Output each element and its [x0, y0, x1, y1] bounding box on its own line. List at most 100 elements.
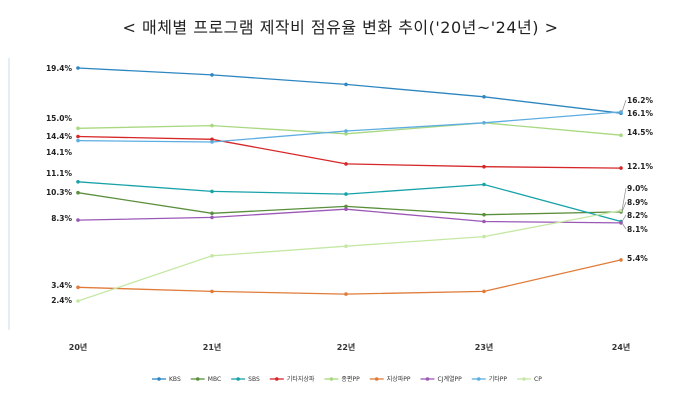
legend-entry-cj계열pp: CJ계열PP — [437, 375, 462, 383]
legend-entry-종편pp: 종편PP — [341, 375, 360, 383]
data-point — [344, 244, 348, 248]
label-leader — [621, 214, 627, 222]
end-label: 8.1% — [627, 225, 648, 234]
end-label: 5.4% — [627, 254, 648, 263]
legend-swatch-marker — [329, 377, 334, 381]
data-point — [76, 285, 80, 290]
start-label: 3.4% — [51, 281, 72, 290]
data-point — [76, 180, 80, 184]
label-leader — [621, 187, 627, 211]
data-point — [76, 66, 80, 70]
series-line-sbs — [77, 181, 622, 223]
x-tick-label: 20년 — [69, 342, 88, 352]
x-tick-label: 23년 — [475, 342, 494, 352]
start-label: 14.1% — [46, 148, 73, 157]
series-line-kbs — [77, 67, 622, 114]
end-label: 12.1% — [627, 162, 654, 171]
x-tick-label: 24년 — [612, 342, 631, 352]
series-line-cp — [77, 209, 622, 302]
series-line-cj계열pp — [77, 208, 622, 224]
start-label: 15.0% — [46, 114, 73, 123]
label-leader — [621, 222, 627, 230]
series-line-지상파pp — [77, 259, 622, 295]
end-label: 16.2% — [627, 96, 654, 105]
data-point — [482, 289, 486, 294]
data-point — [76, 218, 80, 222]
label-leader — [621, 201, 627, 213]
start-label: 8.3% — [51, 214, 72, 223]
end-label: 14.5% — [627, 128, 654, 137]
start-label: 2.4% — [51, 296, 72, 305]
x-tick-label: 22년 — [337, 342, 356, 352]
start-label: 19.4% — [46, 64, 73, 73]
data-labels: 19.4% 10.3% 11.1% 14.4% 15.0% 3.4% 8.3% 14.1% 2.… — [46, 64, 654, 305]
data-point — [619, 221, 623, 225]
legend-swatch-marker — [195, 377, 200, 381]
data-point — [210, 123, 214, 128]
data-point — [344, 82, 348, 87]
legend-swatch-marker — [236, 377, 240, 381]
legend-entry-kbs: KBS — [169, 376, 181, 383]
data-point — [210, 289, 214, 294]
start-label: 10.3% — [46, 188, 73, 197]
data-point — [76, 138, 80, 143]
data-point — [619, 258, 623, 262]
data-point — [482, 164, 486, 169]
end-label: 16.1% — [627, 109, 654, 118]
series-lines — [77, 67, 622, 302]
end-label: 9.0% — [627, 184, 648, 193]
legend-swatch-marker — [425, 377, 430, 381]
data-point — [619, 166, 623, 170]
chart-title: < 매체별 프로그램 제작비 점유율 변화 추이('20년~'24년) > — [122, 18, 559, 37]
legend-swatch-marker — [374, 377, 379, 381]
end-label: 8.9% — [627, 198, 648, 207]
legend-entry-mbc: MBC — [208, 376, 221, 383]
data-point — [619, 133, 623, 137]
legend-entry-sbs: SBS — [248, 376, 260, 383]
start-label: 14.4% — [46, 132, 73, 141]
legend-entry-기타지상파: 기타지상파 — [287, 375, 315, 383]
data-point — [76, 299, 80, 303]
series-line-mbc — [77, 192, 622, 216]
data-point — [76, 190, 80, 195]
data-point — [210, 137, 214, 142]
end-label: 8.2% — [627, 211, 648, 220]
x-axis-ticks: 20년 21년 22년 23년 24년 — [69, 342, 631, 352]
data-point — [482, 219, 486, 224]
series-line-종편pp — [77, 122, 622, 136]
data-point — [344, 192, 348, 196]
data-point — [210, 140, 214, 144]
data-point — [482, 234, 486, 239]
data-point — [344, 207, 348, 211]
x-tick-label: 21년 — [203, 342, 222, 352]
data-point — [482, 212, 486, 217]
data-point — [210, 189, 214, 194]
legend-swatch-marker — [522, 377, 526, 381]
legend-swatch-marker — [274, 377, 279, 381]
legend-swatch-marker — [476, 377, 481, 381]
legend: KBS MBC SBS 기타지상파 종편PP 지상파PP CJ계열PP 기타PP CP — [152, 375, 542, 383]
data-point — [482, 182, 486, 187]
data-point — [210, 215, 214, 220]
legend-swatch-marker — [157, 377, 161, 381]
data-point — [344, 204, 348, 209]
data-point — [344, 129, 348, 133]
legend-entry-기타pp: 기타PP — [489, 375, 508, 383]
data-point — [619, 110, 623, 114]
data-point — [76, 126, 80, 131]
data-point — [344, 132, 348, 136]
data-point — [210, 254, 214, 258]
series-points — [76, 66, 623, 303]
data-point — [344, 292, 348, 296]
label-leader — [621, 99, 627, 113]
legend-entry-cp: CP — [534, 376, 542, 383]
start-label: 11.1% — [46, 169, 73, 178]
data-point — [210, 73, 214, 77]
data-point — [210, 211, 214, 216]
legend-entry-지상파pp: 지상파PP — [387, 375, 411, 383]
data-point — [344, 162, 348, 166]
data-point — [76, 134, 80, 139]
data-point — [482, 121, 486, 125]
data-point — [482, 95, 486, 99]
